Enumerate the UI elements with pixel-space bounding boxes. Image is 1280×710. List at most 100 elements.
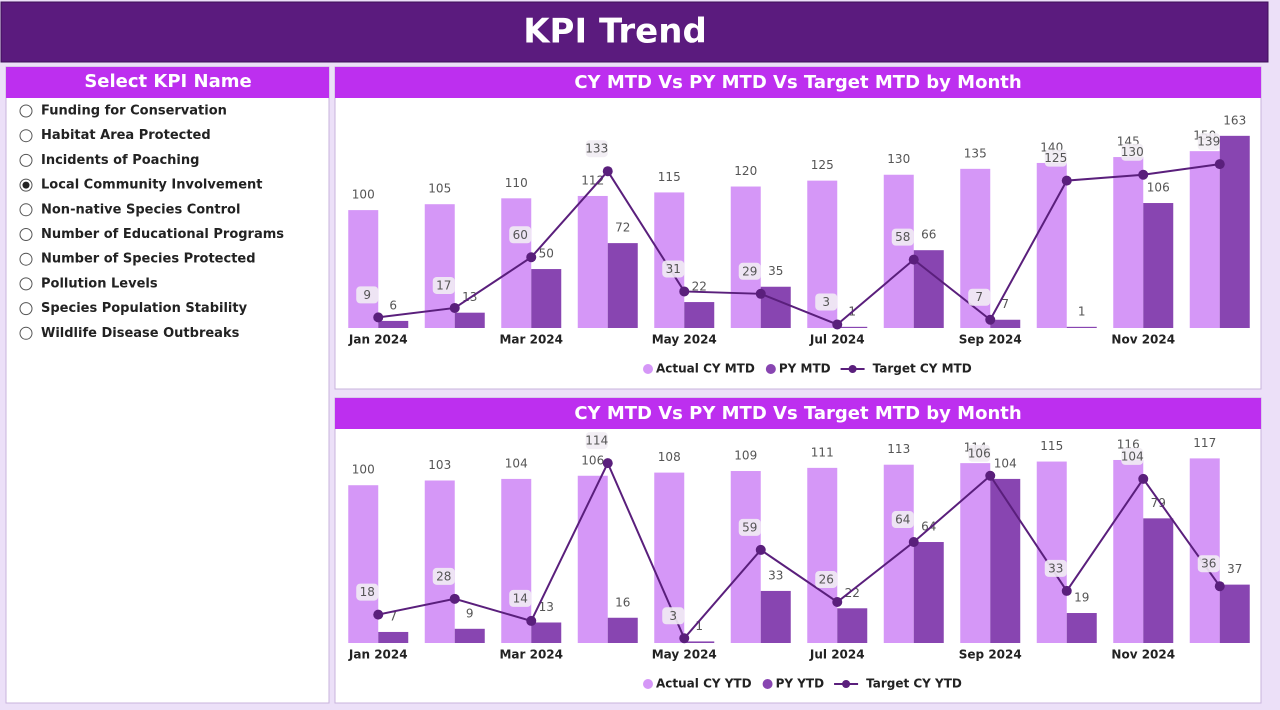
header-bar	[0, 1, 1269, 63]
bar	[378, 320, 409, 328]
slicer-option[interactable]: Number of Educational Programs	[19, 227, 284, 242]
bar	[531, 622, 562, 643]
slicer-title: Select KPI Name	[84, 71, 251, 92]
slicer-option[interactable]: Habitat Area Protected	[19, 128, 211, 143]
bar-label: 163	[1223, 113, 1246, 127]
radio-button[interactable]	[19, 326, 33, 340]
line-label-box	[432, 567, 455, 585]
bar-label: 108	[658, 450, 681, 464]
bar-label: 117	[1193, 436, 1216, 450]
radio-button[interactable]	[19, 203, 33, 217]
legend-label[interactable]: Actual CY MTD	[656, 362, 755, 376]
slicer-option-label[interactable]: Species Population Stability	[41, 301, 248, 316]
slicer-option[interactable]: Funding for Conservation	[19, 104, 227, 119]
slicer-option[interactable]: Species Population Stability	[19, 301, 248, 316]
line-point	[1061, 585, 1072, 596]
legend-item[interactable]: Actual CY YTD	[643, 677, 752, 691]
bar	[607, 243, 638, 328]
bar	[730, 471, 761, 643]
bar-label: 1	[1078, 304, 1086, 318]
line-label-box	[432, 276, 455, 294]
x-tick-label: Mar 2024	[499, 648, 563, 662]
legend-item[interactable]: Target CY YTD	[834, 677, 962, 691]
slicer-option[interactable]: Local Community Involvement	[19, 178, 263, 193]
radio-button[interactable]	[19, 302, 33, 316]
bar	[501, 478, 532, 643]
bar-label: 66	[921, 228, 936, 242]
line-point	[755, 288, 766, 299]
line-point	[832, 596, 843, 607]
slicer-option-label[interactable]: Local Community Involvement	[41, 178, 263, 193]
bar-label: 130	[887, 152, 910, 166]
slicer-option-label[interactable]: Funding for Conservation	[41, 104, 227, 119]
legend-marker	[842, 680, 851, 688]
line-label-box	[815, 293, 838, 311]
line-point	[449, 302, 460, 313]
line-label-box	[738, 262, 761, 280]
radio-button[interactable]	[19, 153, 33, 167]
line-label: 3	[669, 609, 677, 623]
x-tick-label: Sep 2024	[959, 333, 1022, 347]
legend-marker	[848, 365, 857, 373]
line-point	[985, 314, 996, 325]
legend-item[interactable]: PY MTD	[765, 362, 831, 376]
line-label-box	[1044, 149, 1067, 167]
bar-label: 7	[389, 609, 397, 623]
bar	[424, 480, 455, 643]
line-label: 139	[1197, 135, 1220, 149]
slicer-option[interactable]: Pollution Levels	[19, 276, 158, 291]
bar-label: 106	[581, 453, 604, 467]
bar	[960, 463, 991, 643]
slicer-option-label[interactable]: Number of Educational Programs	[41, 227, 284, 242]
bar	[883, 174, 914, 328]
x-tick-label: Sep 2024	[959, 648, 1022, 662]
slicer-option-label[interactable]: Wildlife Disease Outbreaks	[41, 326, 240, 341]
legend-item[interactable]: PY YTD	[762, 677, 825, 691]
slicer-option[interactable]: Wildlife Disease Outbreaks	[19, 326, 240, 341]
legend-label[interactable]: Actual CY YTD	[656, 677, 752, 691]
line-point	[449, 593, 460, 604]
bar-label: 120	[734, 164, 757, 178]
bar-label: 37	[1227, 562, 1242, 576]
slicer-option-label[interactable]: Incidents of Poaching	[41, 153, 199, 168]
legend-label[interactable]: PY MTD	[779, 362, 831, 376]
slicer-option[interactable]: Number of Species Protected	[19, 252, 256, 267]
bar	[1143, 518, 1174, 643]
chart-header	[335, 67, 1261, 98]
line-point	[373, 609, 384, 620]
bar	[577, 475, 608, 643]
slicer-option-label[interactable]: Pollution Levels	[41, 276, 158, 291]
radio-button[interactable]	[19, 277, 33, 291]
legend-label[interactable]: Target CY YTD	[866, 677, 962, 691]
x-tick-label: Jul 2024	[809, 333, 865, 347]
legend-item[interactable]: Target CY MTD	[840, 362, 972, 376]
bar-label: 22	[692, 280, 707, 294]
slicer-option-label[interactable]: Number of Species Protected	[41, 252, 256, 267]
slicer-option[interactable]: Non-native Species Control	[19, 202, 240, 217]
line-label: 133	[585, 142, 608, 156]
line-point	[373, 312, 384, 323]
legend-item[interactable]: Actual CY MTD	[643, 362, 755, 376]
radio-button[interactable]	[19, 104, 33, 118]
line-label: 3	[822, 295, 830, 309]
line-label: 64	[895, 513, 910, 527]
bar	[913, 250, 944, 328]
chart-panel	[334, 66, 1262, 390]
radio-button[interactable]	[19, 129, 33, 143]
slicer-option-label[interactable]: Non-native Species Control	[41, 202, 240, 217]
line-label: 9	[363, 288, 371, 302]
line-point	[602, 458, 613, 469]
radio-button[interactable]	[19, 228, 33, 241]
line-label-box	[509, 226, 532, 244]
line-point	[1061, 175, 1072, 186]
line-label-box	[585, 432, 608, 450]
slicer-option[interactable]: Incidents of Poaching	[19, 153, 199, 168]
slicer-option-label[interactable]: Habitat Area Protected	[41, 128, 211, 143]
legend-label[interactable]: Target CY MTD	[873, 362, 972, 376]
bar-label: 115	[658, 170, 681, 184]
bar	[577, 195, 608, 328]
radio-button[interactable]	[19, 252, 33, 266]
legend-label[interactable]: PY YTD	[776, 677, 825, 691]
bar-label: 13	[539, 600, 554, 614]
line-label-box	[1197, 133, 1220, 151]
